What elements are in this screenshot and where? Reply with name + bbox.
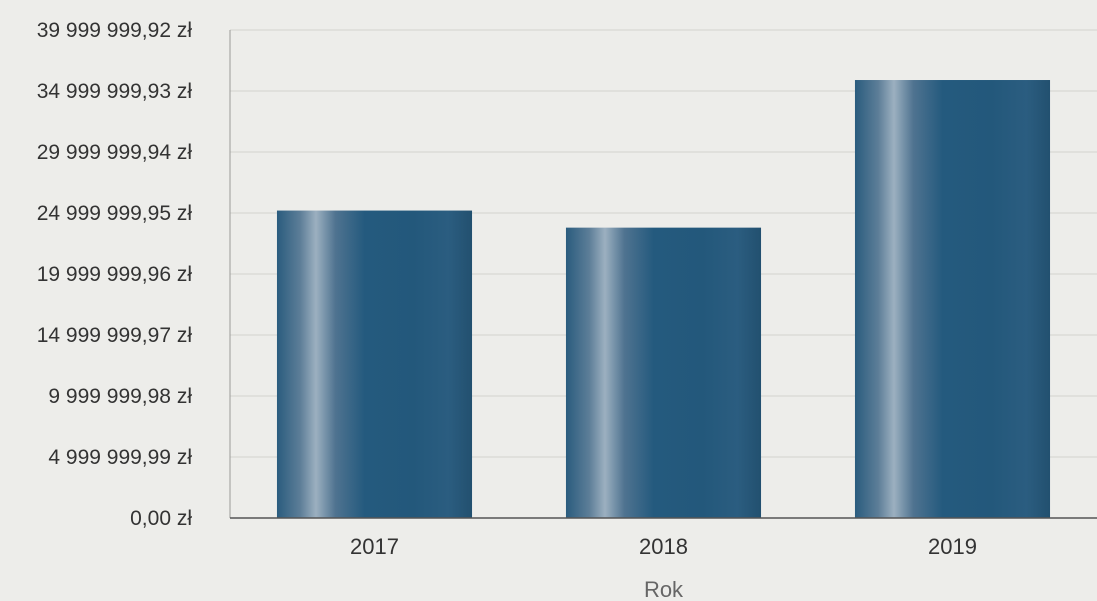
y-tick-label: 19 999 999,96 zł [37, 263, 193, 286]
y-tick-label: 0,00 zł [130, 507, 192, 530]
bar-2019 [854, 80, 1051, 519]
x-tick-label: 2017 [350, 534, 399, 559]
x-tick-label: 2019 [928, 534, 977, 559]
y-tick-label: 4 999 999,99 zł [48, 446, 192, 469]
y-tick-label: 9 999 999,98 zł [48, 385, 192, 408]
y-tick-label: 14 999 999,97 zł [37, 324, 193, 347]
y-tick-label: 24 999 999,95 zł [37, 202, 193, 225]
x-axis-label: Rok [644, 577, 684, 601]
y-tick-label: 34 999 999,93 zł [37, 80, 193, 103]
bar-2017 [276, 210, 473, 518]
y-tick-label: 39 999 999,92 zł [37, 19, 193, 42]
bar-2018 [565, 227, 762, 518]
bars [276, 80, 1051, 519]
x-tick-labels: 2017 2018 2019 [350, 534, 977, 559]
y-tick-labels: 0,00 zł 4 999 999,99 zł 9 999 999,98 zł 14 … [37, 19, 193, 530]
y-tick-label: 29 999 999,94 zł [37, 141, 193, 164]
x-tick-label: 2018 [639, 534, 688, 559]
